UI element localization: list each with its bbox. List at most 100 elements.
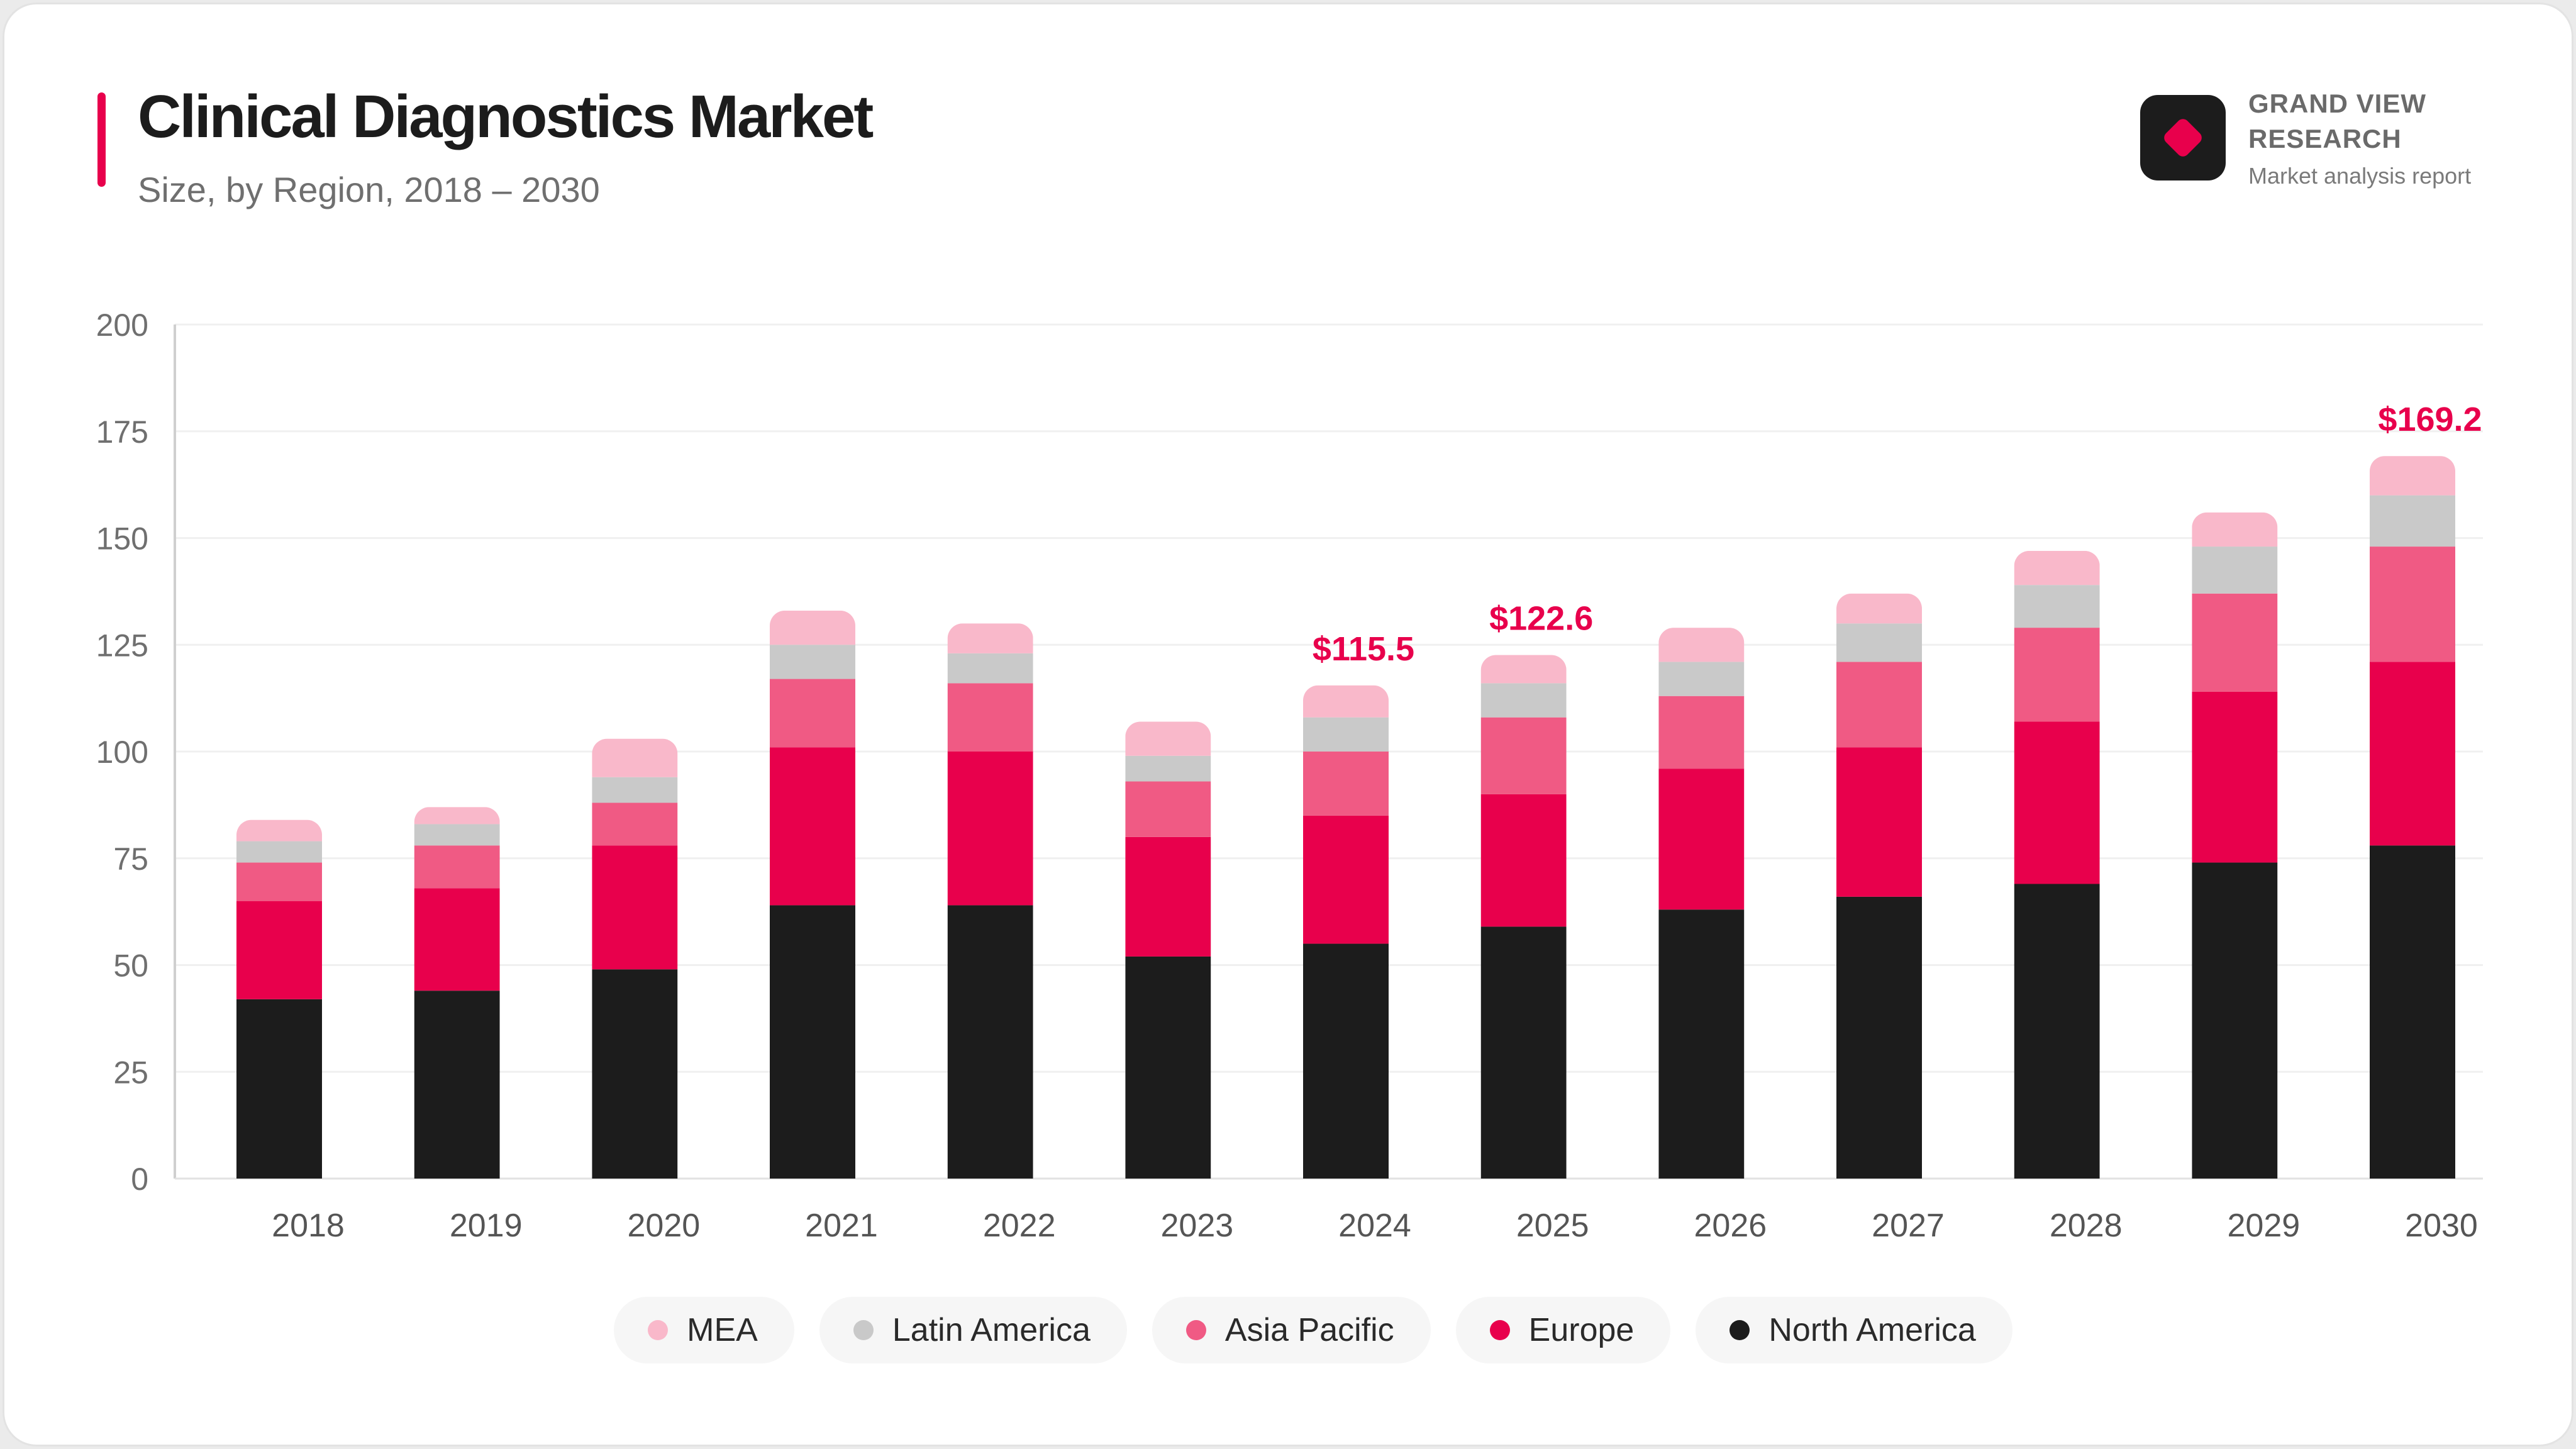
bar-segment-europe [236,901,322,999]
bar-segment-latin-america [947,653,1033,684]
data-label: $122.6 [1489,600,1593,638]
bar-stack-2025 [1480,655,1567,1179]
y-tick-label: 200 [96,308,148,343]
bar-segment-north-america [1125,956,1211,1179]
legend-item: Europe [1455,1297,1671,1363]
bar-segment-north-america [1658,909,1745,1179]
brand-tagline: Market analysis report [2248,163,2472,189]
bar-segment-north-america [2014,884,2100,1179]
bar-segment-asia-pacific [2014,628,2100,722]
legend-dot-icon [648,1320,669,1340]
bar-segment-asia-pacific [2192,593,2278,692]
diamond-logo-icon [2140,95,2226,180]
x-tick-label: 2025 [1516,1208,1589,1244]
bar-segment-north-america [2370,845,2455,1179]
bar-segment-mea [236,819,322,841]
bar-segment-latin-america [2014,585,2100,628]
bar-segment-north-america [770,905,855,1179]
bar-segment-asia-pacific [1480,717,1567,794]
bar-segment-mea [770,610,855,645]
bar-stack-2030 [2370,456,2455,1179]
legend-dot-icon [1489,1320,1510,1340]
bar-segment-mea [414,807,500,824]
bar-segment-latin-america [414,824,500,846]
legend-item: Latin America [819,1297,1127,1363]
bar-stack-2027 [1836,593,1922,1179]
bar-segment-mea [2192,512,2278,547]
y-tick-label: 150 [96,521,148,557]
bar-segment-europe [947,752,1033,906]
bar-segment-mea [592,738,678,777]
bar-segment-europe [1125,836,1211,957]
y-tick-label: 175 [96,414,148,450]
bar-segment-asia-pacific [1658,696,1745,769]
y-tick-label: 100 [96,735,148,770]
data-label: $115.5 [1313,630,1414,668]
bar-segment-north-america [414,991,500,1179]
bar-segment-north-america [1303,943,1389,1179]
bar-segment-mea [1303,685,1389,718]
bar-segment-mea [2014,550,2100,586]
legend-item: Asia Pacific [1152,1297,1431,1363]
bar-segment-latin-america [770,645,855,679]
bar-stack-2020 [592,738,678,1179]
bar-segment-europe [1303,815,1389,944]
y-tick-label: 0 [131,1162,148,1197]
x-tick-label: 2022 [983,1208,1056,1244]
legend-label: Asia Pacific [1224,1312,1394,1348]
bar-segment-europe [770,747,855,906]
bar-segment-north-america [1480,926,1567,1179]
legend-item: MEA [614,1297,794,1363]
bar-stack-2019 [414,807,500,1179]
bar-segment-asia-pacific [592,802,678,846]
bar-segment-latin-america [1125,755,1211,782]
page-title: Clinical Diagnostics Market [138,83,874,150]
bar-segment-mea [1836,593,1922,624]
bar-segment-europe [414,888,500,991]
data-label: $169.2 [2378,401,2482,438]
bar-segment-north-america [1836,896,1922,1179]
bar-segment-north-america [592,969,678,1179]
bar-segment-mea [2370,456,2455,496]
bar-segment-asia-pacific [1836,662,1922,748]
legend-dot-icon [1729,1320,1750,1340]
bar-segment-europe [592,845,678,970]
bar-segment-europe [2014,721,2100,884]
bar-segment-mea [1658,628,1745,662]
x-tick-label: 2029 [2227,1208,2300,1244]
y-tick-label: 50 [113,948,148,984]
x-tick-label: 2018 [272,1208,345,1244]
bar-segment-asia-pacific [1303,752,1389,816]
bar-segment-latin-america [1836,623,1922,662]
chart-card: Clinical Diagnostics Market Size, by Reg… [3,3,2573,1446]
bar-segment-north-america [2192,862,2278,1179]
bar-segment-asia-pacific [2370,547,2455,662]
bar-stack-2024 [1303,685,1389,1179]
bar-segment-mea [1125,721,1211,756]
legend-label: North America [1768,1312,1976,1348]
bar-segment-north-america [236,999,322,1179]
bar-segment-latin-america [236,841,322,863]
legend-label: Europe [1528,1312,1635,1348]
x-tick-label: 2030 [2405,1208,2478,1244]
x-tick-label: 2028 [2050,1208,2123,1244]
bar-segment-latin-america [2370,495,2455,547]
brand-name: GRAND VIEW RESEARCH [2248,89,2426,153]
bar-stack-2026 [1658,628,1745,1179]
x-tick-label: 2023 [1160,1208,1233,1244]
bar-segment-latin-america [2192,547,2278,594]
bar-segment-europe [2192,691,2278,863]
bar-segment-asia-pacific [236,862,322,901]
title-accent-bar [97,92,106,187]
x-tick-label: 2020 [627,1208,700,1244]
bar-segment-latin-america [1303,717,1389,752]
bar-segment-latin-america [1658,662,1745,696]
y-tick-label: 125 [96,628,148,663]
y-tick-label: 75 [113,841,148,877]
legend-dot-icon [1185,1320,1206,1340]
bar-segment-asia-pacific [947,683,1033,752]
bar-segment-north-america [947,905,1033,1179]
legend-label: MEA [687,1312,758,1348]
bar-segment-latin-america [592,777,678,803]
